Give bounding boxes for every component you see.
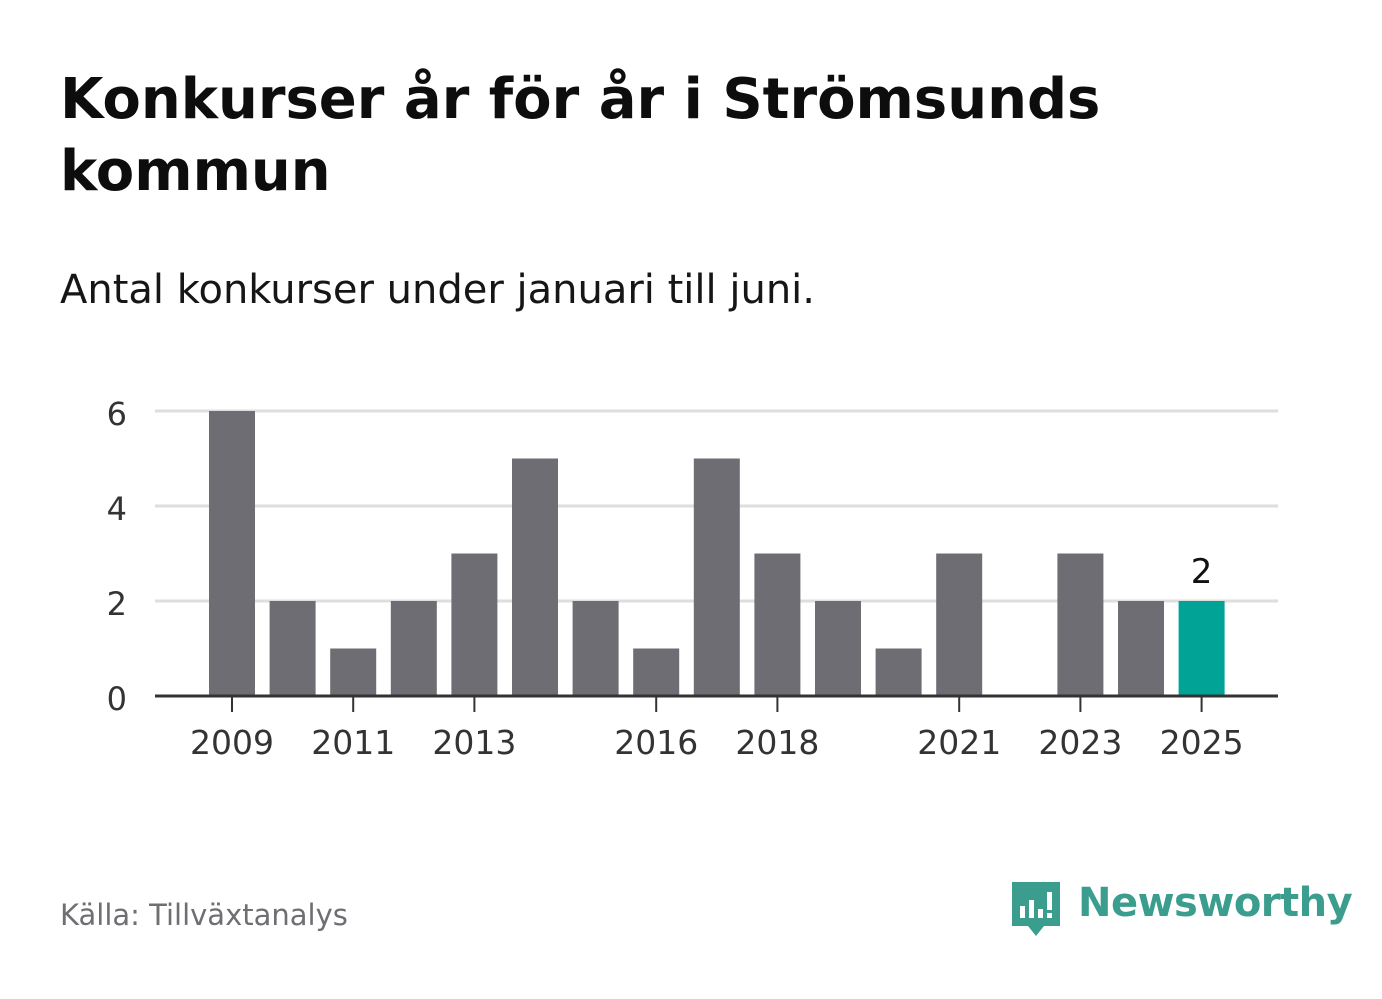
y-tick-label: 2	[107, 585, 127, 623]
bar-2024	[1118, 601, 1164, 696]
bar-2009	[209, 411, 255, 696]
y-tick-label: 4	[107, 490, 127, 528]
x-tick-label: 2025	[1160, 723, 1244, 762]
y-tick-label: 6	[107, 395, 127, 433]
newsworthy-logo-icon	[1012, 882, 1060, 936]
bar-2018	[754, 553, 801, 696]
brand-logo[interactable]: Newsworthy	[1010, 876, 1353, 946]
bar-2015	[572, 601, 619, 696]
brand-name: Newsworthy	[1078, 880, 1353, 926]
y-tick-label: 0	[107, 680, 127, 718]
labels: 0 2 4 6 2009 2011 2013 2016 2018 2021 2023 2025 2	[107, 395, 1244, 762]
bar-2021	[936, 553, 983, 696]
bar-2010	[269, 601, 316, 696]
x-tick-label: 2018	[735, 723, 819, 762]
x-tick-label: 2009	[190, 723, 274, 762]
source-note: Källa: Tillväxtanalys	[60, 898, 348, 932]
x-tick-label: 2021	[917, 723, 1001, 762]
bar-2020	[875, 648, 922, 696]
bar-2017	[693, 458, 740, 696]
bar-2023	[1057, 553, 1104, 696]
x-tick-label: 2011	[311, 723, 395, 762]
bar-2025	[1178, 601, 1225, 696]
chart-title: Konkurser år för år i Strömsunds kommun	[60, 67, 1101, 204]
bar-2019	[815, 601, 861, 696]
bar-2013	[451, 553, 498, 696]
x-tick-label: 2016	[614, 723, 698, 762]
chart-subtitle: Antal konkurser under januari till juni.	[60, 267, 815, 313]
bar-2014	[512, 458, 558, 696]
bars	[209, 411, 1225, 696]
bar-chart: 0 2 4 6 2009 2011 2013 2016 2018 2021 2023 2025 2	[107, 395, 1278, 762]
bar-2011	[330, 648, 377, 696]
bar-2016	[633, 648, 680, 696]
x-tick-label: 2013	[432, 723, 516, 762]
bar-2012	[390, 601, 437, 696]
highlight-value-label: 2	[1191, 552, 1213, 592]
axes	[155, 694, 1278, 712]
x-tick-label: 2023	[1038, 723, 1122, 762]
